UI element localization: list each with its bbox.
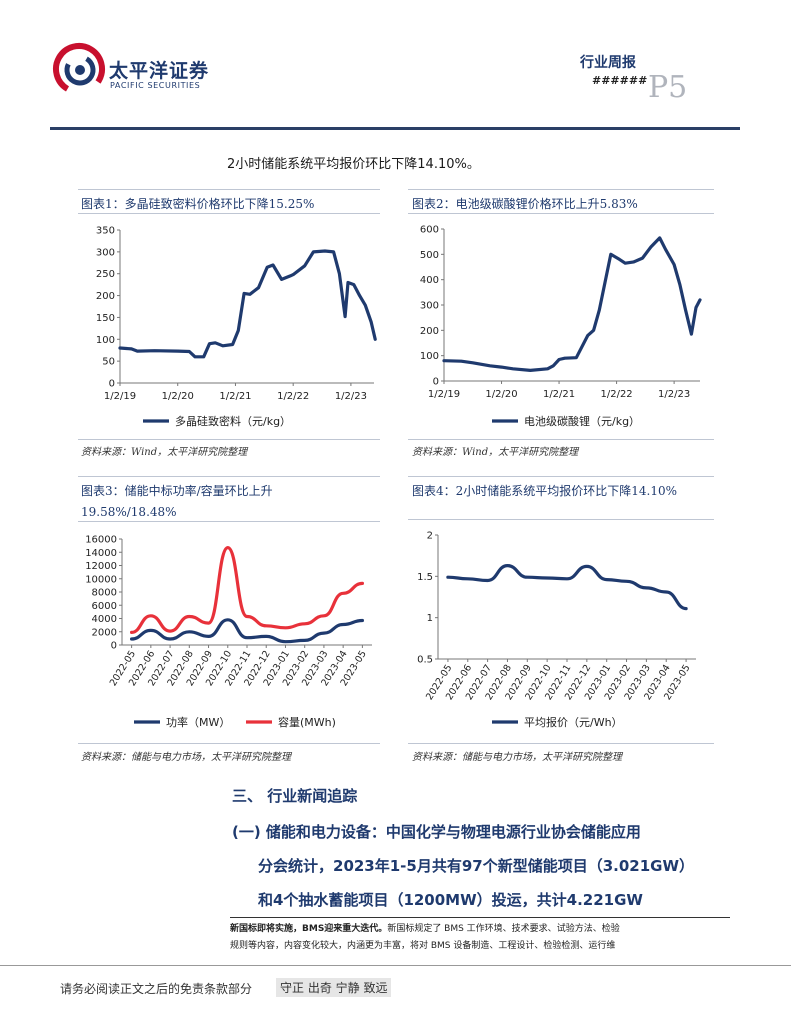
y-tick-label: 12000 [85, 561, 117, 572]
logo-mark-icon [53, 43, 105, 95]
x-tick-label: 1/2/23 [658, 389, 690, 400]
chart3-title-line2: 19.58%/18.48% [81, 505, 177, 519]
report-id: ###### [592, 74, 648, 87]
y-tick-label: 0 [109, 379, 115, 390]
y-tick-label: 100 [420, 351, 439, 362]
series-line-1 [130, 618, 364, 644]
chart1-svg: 0 50 100 150 200 250 300 350 1/2/19 1/2/20 1/2/21 1… [96, 226, 377, 428]
y-tick-label: 14000 [85, 548, 117, 559]
chart4-top-rule [408, 476, 714, 477]
chart4-svg: 0.511.522022-052022-062022-072022-082022… [417, 531, 696, 729]
chart1-bottom-rule [78, 439, 380, 440]
y-tick-label: 200 [96, 291, 115, 302]
chart3-bottom-rule [78, 743, 380, 744]
y-tick-label: 200 [420, 326, 439, 337]
y-tick-label: 0.5 [417, 655, 433, 666]
x-tick-label: 1/2/20 [485, 389, 517, 400]
subheading-line1: (一) 储能和电力设备：中国化学与物理电源行业协会储能应用 [232, 823, 641, 841]
y-tick-label: 10000 [85, 574, 117, 585]
chart2-svg: 0 100 200 300 400 500 600 1/2/19 1/2/20 1/2/21 1/2… [420, 225, 702, 428]
y-tick-label: 250 [96, 269, 115, 280]
y-tick-label: 150 [96, 313, 115, 324]
report-type: 行业周报 [580, 55, 636, 71]
y-tick-label: 0 [433, 377, 439, 388]
series-line-2 [130, 546, 364, 634]
section-heading: 三、 行业新闻追踪 [232, 787, 358, 805]
chart3-title-rule [78, 521, 380, 522]
chart1-title-rule [78, 213, 380, 214]
chart4-title: 图表4：2小时储能系统平均报价环比下降14.10% [412, 484, 678, 498]
news-text1: 新国标规定了 BMS 工作环境、技术要求、试验方法、检验 [387, 924, 620, 934]
news-box: 新国标即将实施，BMS迎来重大迭代。新国标规定了 BMS 工作环境、技术要求、试… [230, 917, 730, 958]
chart2-source: 资料来源：Wind，太平洋研究院整理 [412, 447, 579, 458]
news-bold: 新国标即将实施，BMS迎来重大迭代。 [230, 924, 388, 934]
x-tick-label: 1/2/21 [219, 391, 251, 402]
y-tick-label: 0 [111, 641, 117, 652]
y-tick-label: 300 [420, 301, 439, 312]
news-text2: 规则等内容，内容变化较大，内涵更为丰富，将对 BMS 设备制造、工程设计、检验检… [230, 941, 616, 951]
series-line-1 [118, 249, 377, 359]
y-tick-label: 400 [420, 275, 439, 286]
chart1-title: 图表1：多晶硅致密料价格环比下降15.25% [81, 197, 315, 211]
footer-rule [0, 965, 791, 966]
chart4-title-rule [408, 519, 714, 520]
y-tick-label: 4000 [92, 614, 117, 625]
subheading-line2: 分会统计，2023年1-5月共有97个新型储能项目（3.021GW） [258, 857, 695, 875]
y-tick-label: 6000 [92, 601, 117, 612]
chart1-source: 资料来源：Wind，太平洋研究院整理 [81, 447, 248, 458]
x-tick-label: 1/2/23 [335, 391, 367, 402]
intro-text: 2小时储能系统平均报价环比下降14.10%。 [227, 157, 480, 172]
legend-label-1: 平均报价（元/Wh） [524, 715, 623, 729]
y-tick-label: 2 [427, 531, 433, 542]
y-tick-label: 1 [427, 613, 433, 624]
y-tick-label: 350 [96, 226, 115, 237]
y-tick-label: 300 [96, 247, 115, 258]
footer-disclaimer: 请务必阅读正文之后的免责条款部分 [60, 982, 253, 996]
x-tick-label: 1/2/19 [104, 391, 136, 402]
chart2-bottom-rule [408, 439, 714, 440]
logo-en-text: PACIFIC SECURITIES [110, 81, 201, 90]
chart1-top-rule [78, 189, 380, 190]
footer-motto: 守正 出奇 宁静 致远 [276, 978, 392, 997]
y-tick-label: 1.5 [417, 572, 433, 583]
legend-label-2: 容量(MWh) [278, 715, 336, 729]
company-logo: 太平洋证券 PACIFIC SECURITIES [52, 42, 212, 95]
y-tick-label: 500 [420, 250, 439, 261]
chart2-title-rule [408, 213, 714, 214]
header-rule [50, 127, 740, 130]
page-number: P5 [648, 70, 688, 105]
logo-cn-text: 太平洋证券 [109, 60, 210, 82]
series-line-1 [446, 564, 688, 611]
chart2-top-rule [408, 189, 714, 190]
x-tick-label: 1/2/20 [162, 391, 194, 402]
y-tick-label: 50 [102, 357, 115, 368]
y-tick-label: 100 [96, 335, 115, 346]
y-tick-label: 8000 [92, 588, 117, 599]
y-tick-label: 16000 [85, 535, 117, 546]
x-tick-label: 1/2/22 [600, 389, 632, 400]
chart3-title: 图表3：储能中标功率/容量环比上升 [81, 484, 273, 498]
legend-label-1: 电池级碳酸锂（元/kg） [524, 414, 640, 428]
subheading-line3: 和4个抽水蓄能项目（1200MW）投运，共计4.221GW [258, 891, 643, 909]
y-tick-label: 2000 [92, 627, 117, 638]
chart4-bottom-rule [408, 743, 714, 744]
x-tick-label: 1/2/21 [543, 389, 575, 400]
chart3-source: 资料来源：储能与电力市场，太平洋研究院整理 [81, 752, 291, 763]
x-tick-label: 1/2/22 [277, 391, 309, 402]
y-tick-label: 600 [420, 225, 439, 236]
chart3-top-rule [78, 476, 380, 477]
legend-label-1: 多晶硅致密料（元/kg） [175, 414, 291, 428]
x-tick-label: 1/2/19 [428, 389, 460, 400]
series-line-1 [442, 236, 702, 372]
chart3-svg: 0200040006000800010000120001400016000202… [85, 535, 372, 729]
chart4-source: 资料来源：储能与电力市场，太平洋研究院整理 [412, 752, 622, 763]
chart2-title: 图表2：电池级碳酸锂价格环比上升5.83% [412, 197, 638, 211]
legend-label-1: 功率（MW） [166, 715, 230, 729]
